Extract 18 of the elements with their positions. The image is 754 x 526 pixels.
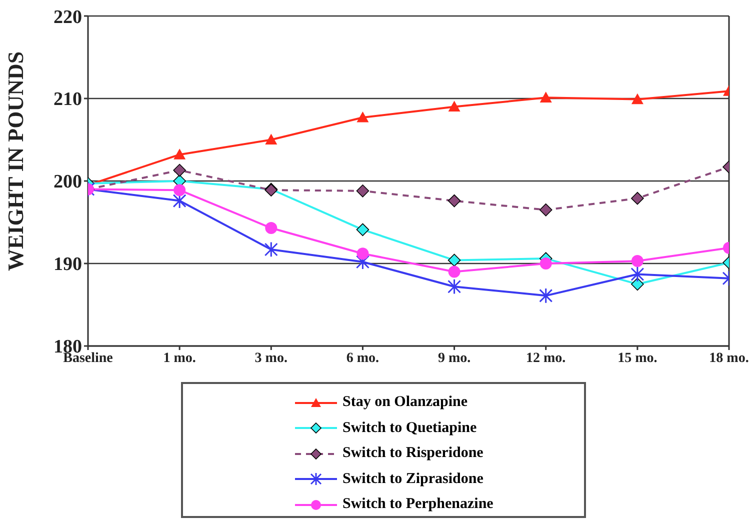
x-tick-label: 9 mo.: [438, 350, 471, 366]
legend-label: Switch to Ziprasidone: [342, 470, 484, 488]
y-tick-label: 220: [54, 6, 82, 28]
legend-label: Switch to Quetiapine: [342, 420, 477, 437]
x-tick-label: 1 mo.: [163, 350, 196, 366]
y-tick-label: 210: [54, 89, 82, 110]
x-tick-label: Baseline: [63, 350, 113, 366]
x-tick-label: 6 mo.: [346, 350, 380, 366]
legend-label: Switch to Perphenazine: [342, 496, 494, 514]
y-tick-label: 190: [54, 254, 82, 276]
legend-label: Switch to Risperidone: [342, 445, 484, 462]
y-axis-title: WEIGHT IN POUNDS: [2, 51, 28, 271]
x-tick-label: 18 mo.: [709, 350, 749, 366]
x-tick-label: 12 mo.: [526, 350, 566, 366]
y-tick-label: 200: [54, 172, 82, 193]
x-tick-label: 3 mo.: [254, 350, 288, 366]
x-tick-label: 15 mo.: [618, 350, 658, 366]
legend-label: Stay on Olanzapine: [342, 394, 468, 412]
